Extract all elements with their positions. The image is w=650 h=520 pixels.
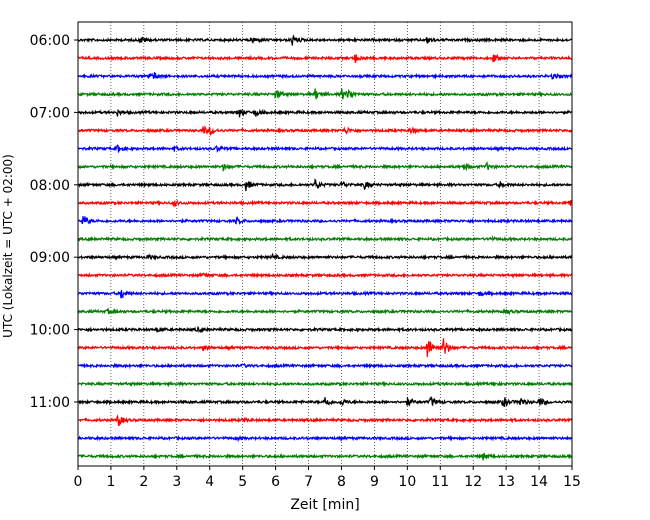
- y-tick-label: 10:00: [30, 323, 70, 339]
- trace-line-0600: [77, 34, 573, 46]
- x-tick-label: 7: [304, 474, 313, 490]
- x-tick-label: 10: [398, 474, 416, 490]
- y-axis-label: UTC (Lokalzeit = UTC + 02:00): [1, 154, 15, 338]
- x-tick-label: 1: [106, 474, 115, 490]
- trace-line-1115: [77, 414, 573, 426]
- y-tick-label: 09:00: [30, 250, 70, 266]
- trace-line-0930: [77, 289, 573, 299]
- trace-line-1030: [77, 362, 573, 370]
- trace-line-0845: [77, 235, 573, 243]
- vertical-grid: [110, 22, 540, 466]
- trace-line-0745: [77, 161, 573, 172]
- trace-line-0630: [77, 72, 573, 80]
- x-axis-ticks: 0 1 2 3 4 5 6 7 8 9 10 11 12 13 14 15: [74, 466, 581, 490]
- x-tick-label: 4: [205, 474, 214, 490]
- y-axis-ticks: 06:00 07:00 08:00 09:00 10:00 11:00: [30, 33, 78, 411]
- x-tick-label: 2: [139, 474, 148, 490]
- trace-lines: [77, 34, 573, 461]
- x-tick-label: 15: [563, 474, 581, 490]
- trace-line-0700: [77, 108, 573, 118]
- x-tick-label: 3: [172, 474, 181, 490]
- trace-line-0645: [77, 88, 573, 100]
- trace-line-1130: [77, 434, 573, 443]
- trace-line-0945: [77, 308, 573, 316]
- x-tick-label: 11: [431, 474, 449, 490]
- x-tick-label: 12: [464, 474, 482, 490]
- x-tick-label: 5: [238, 474, 247, 490]
- x-tick-label: 6: [271, 474, 280, 490]
- y-tick-label: 11:00: [30, 395, 70, 411]
- x-tick-label: 9: [370, 474, 379, 490]
- trace-line-1015: [77, 338, 573, 357]
- trace-line-0830: [77, 216, 573, 226]
- x-tick-label: 8: [337, 474, 346, 490]
- trace-line-1100: [77, 396, 573, 408]
- trace-line-0900: [77, 252, 573, 261]
- trace-line-1000: [77, 325, 573, 334]
- trace-line-0715: [77, 125, 573, 136]
- trace-line-0800: [77, 178, 573, 192]
- y-tick-label: 06:00: [30, 33, 70, 49]
- plot-frame: [77, 21, 573, 467]
- y-tick-label: 07:00: [30, 105, 70, 121]
- trace-line-0815: [77, 199, 573, 208]
- x-tick-label: 13: [497, 474, 515, 490]
- trace-line-1145: [77, 452, 573, 461]
- x-tick-label: 14: [530, 474, 548, 490]
- trace-line-0915: [77, 271, 573, 279]
- trace-line-1045: [77, 380, 573, 388]
- trace-line-0730: [77, 144, 573, 153]
- x-tick-label: 0: [74, 474, 83, 490]
- trace-line-0615: [77, 53, 573, 63]
- x-axis-label: Zeit [min]: [290, 497, 359, 513]
- y-tick-label: 08:00: [30, 178, 70, 194]
